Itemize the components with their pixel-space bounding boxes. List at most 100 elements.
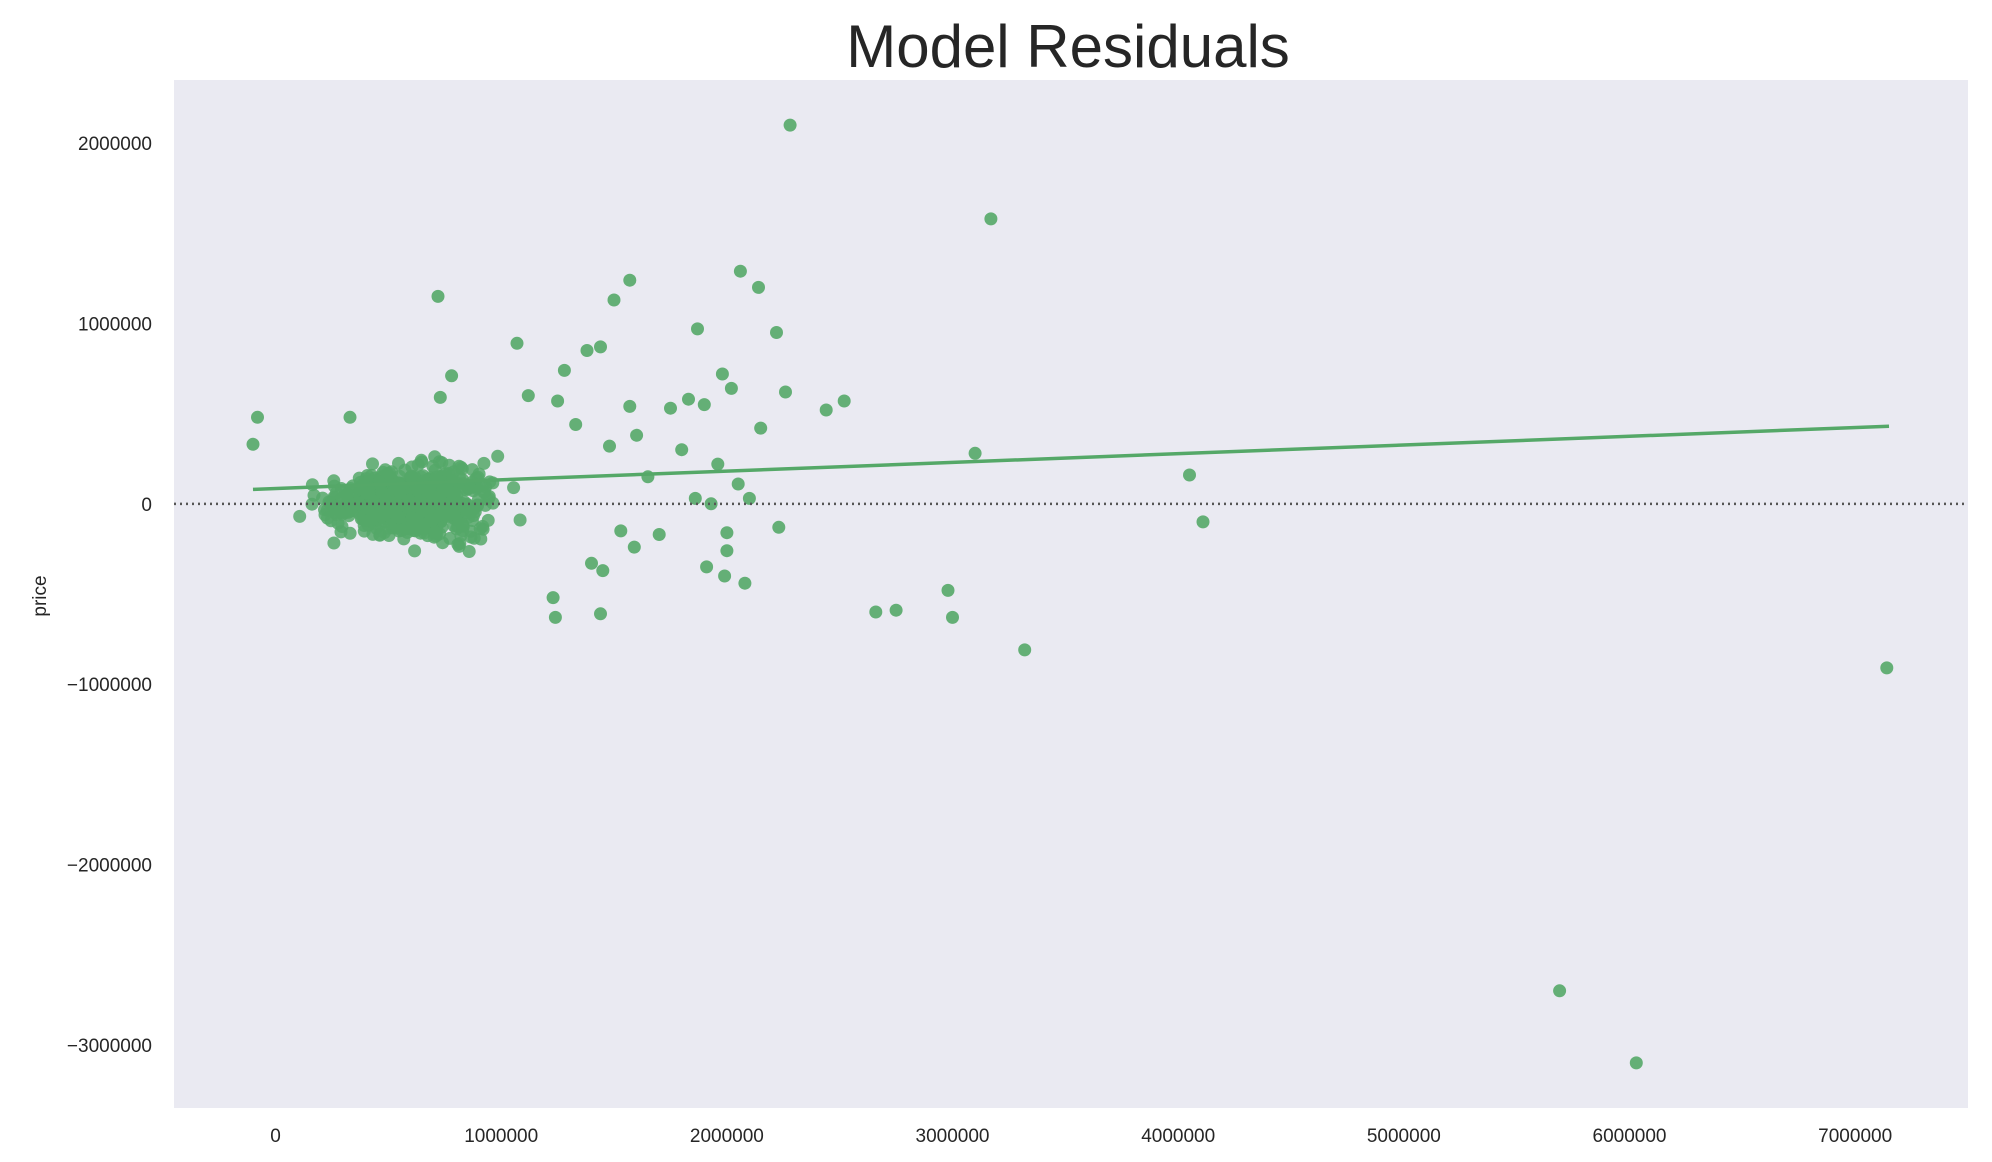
data-point — [688, 491, 702, 505]
data-point — [330, 486, 343, 500]
data-point — [444, 485, 458, 499]
data-point — [711, 457, 725, 471]
data-point — [510, 336, 524, 350]
data-point — [1196, 515, 1210, 529]
data-point — [783, 118, 797, 132]
y-axis-label: price — [30, 575, 51, 616]
data-point — [453, 537, 467, 550]
y-tick-label: 1000000 — [78, 314, 152, 335]
data-point — [445, 369, 459, 383]
data-point — [1553, 984, 1567, 998]
data-point — [462, 545, 476, 558]
data-point — [551, 394, 565, 408]
data-point — [360, 486, 374, 500]
x-tick-label: 6000000 — [1593, 1126, 1667, 1147]
data-point — [704, 497, 718, 511]
data-point — [473, 522, 487, 536]
data-point — [441, 509, 455, 522]
data-point — [607, 293, 621, 307]
y-axis-ticks: 2000000 1000000 0 −1000000 −2000000 −3000000 — [67, 134, 152, 1057]
data-point — [731, 477, 745, 491]
y-tick-label: −2000000 — [67, 856, 152, 877]
data-point — [366, 510, 380, 524]
data-point — [546, 591, 560, 605]
data-point — [580, 344, 594, 357]
data-point — [627, 540, 641, 554]
data-point — [664, 401, 677, 415]
data-point — [433, 390, 447, 404]
data-point — [416, 469, 430, 483]
data-point — [724, 381, 738, 395]
data-point — [715, 367, 729, 381]
data-point — [481, 513, 495, 527]
data-point — [623, 399, 637, 413]
data-point — [596, 564, 610, 578]
data-point — [700, 560, 714, 574]
x-tick-label: 3000000 — [916, 1126, 990, 1147]
data-point — [819, 403, 833, 417]
data-point — [733, 264, 747, 278]
data-point — [779, 385, 792, 399]
data-point — [772, 520, 786, 534]
data-point — [770, 326, 783, 339]
data-point — [465, 463, 479, 477]
data-point — [594, 340, 607, 354]
data-point — [323, 496, 337, 510]
data-point — [1018, 643, 1032, 657]
data-point — [718, 569, 732, 583]
data-point — [603, 439, 616, 453]
data-point — [327, 536, 341, 550]
data-point — [614, 524, 628, 538]
data-point — [837, 394, 851, 408]
data-point — [691, 322, 704, 336]
data-point — [507, 481, 521, 495]
data-point — [754, 421, 768, 435]
x-tick-label: 0 — [270, 1126, 281, 1147]
data-point — [697, 398, 711, 412]
data-point — [984, 212, 998, 226]
data-point — [321, 511, 334, 525]
data-point — [682, 392, 695, 406]
data-point — [425, 489, 439, 503]
data-point — [251, 410, 264, 424]
data-point — [752, 280, 765, 294]
y-tick-label: 0 — [141, 495, 152, 516]
data-point — [442, 458, 456, 472]
data-point — [720, 526, 734, 540]
data-point — [428, 525, 442, 539]
data-point — [482, 490, 496, 503]
data-point — [461, 482, 475, 496]
x-tick-label: 7000000 — [1818, 1126, 1892, 1147]
data-point — [594, 607, 607, 621]
x-axis-ticks: 0 1000000 2000000 3000000 4000000 5000000 6000… — [270, 1126, 1892, 1147]
data-point — [569, 418, 583, 431]
chart-title: Model Residuals — [846, 13, 1290, 80]
data-point — [623, 273, 637, 287]
data-point — [742, 491, 756, 505]
data-point — [391, 482, 405, 496]
data-point — [454, 460, 468, 474]
data-point — [720, 544, 734, 558]
data-point — [946, 610, 959, 624]
data-point — [395, 523, 409, 537]
data-point — [405, 511, 419, 525]
data-point — [491, 449, 505, 463]
data-point — [415, 504, 429, 518]
data-point — [869, 605, 883, 619]
data-point — [425, 514, 439, 527]
plot-area — [174, 80, 1968, 1108]
y-tick-label: −1000000 — [67, 675, 152, 696]
data-point — [433, 455, 446, 469]
x-tick-label: 2000000 — [690, 1126, 764, 1147]
y-tick-label: 2000000 — [78, 134, 152, 155]
data-point — [941, 583, 955, 597]
data-points — [246, 118, 1894, 1070]
data-point — [379, 493, 393, 507]
data-point — [521, 389, 535, 403]
regression-fit-line — [252, 424, 1890, 492]
data-point — [366, 457, 379, 471]
data-point — [968, 446, 982, 460]
data-point — [411, 458, 425, 472]
data-point — [456, 524, 470, 538]
